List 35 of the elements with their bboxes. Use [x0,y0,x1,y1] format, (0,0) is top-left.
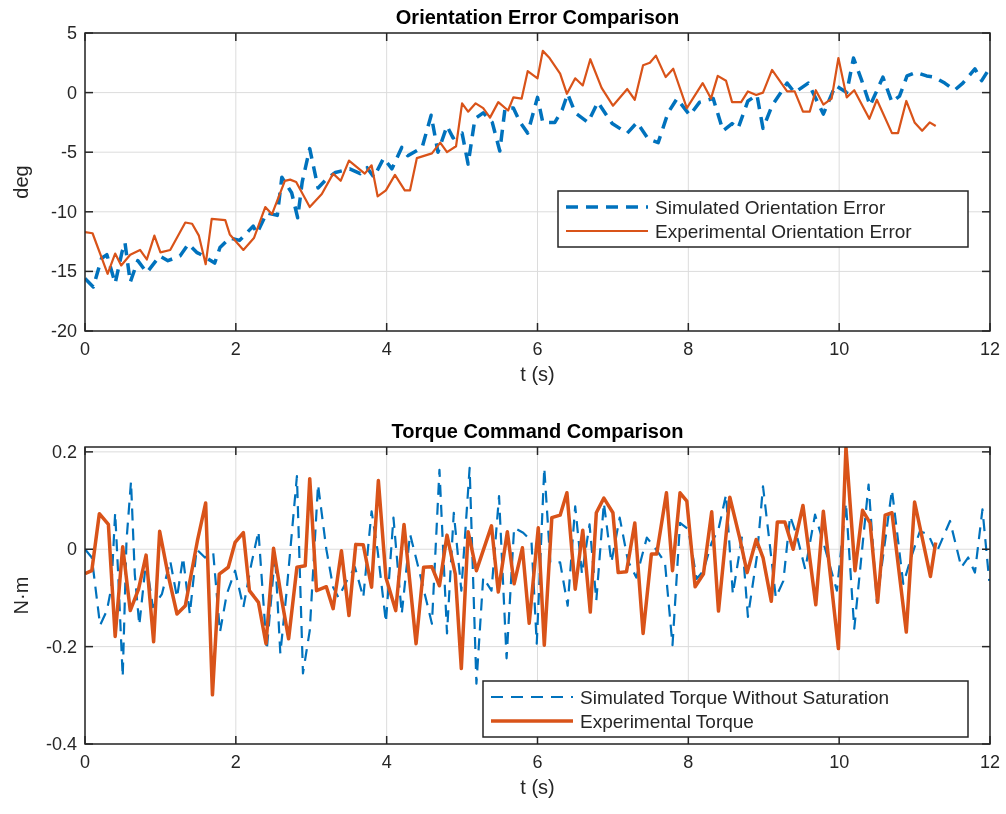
x-tick-label: 6 [532,339,543,359]
x-tick-label: 6 [532,752,543,772]
legend-label: Experimental Torque [580,711,754,732]
y-tick-label: -20 [50,321,77,341]
legend-label: Experimental Orientation Error [655,221,913,242]
y-tick-label: -15 [50,261,77,282]
x-tick-label: 8 [683,339,694,359]
y-tick-label: -0.2 [45,636,77,657]
legend-label: Simulated Torque Without Saturation [580,687,890,708]
x-tick-label: 0 [79,339,91,359]
x-axis-title: t (s) [520,363,555,385]
y-axis-title: N·m [10,576,32,615]
x-tick-label: 0 [79,752,91,772]
x-tick-label: 10 [829,339,850,359]
y-tick-label: 5 [66,23,77,43]
x-axis-title: t (s) [520,776,555,798]
legend-label: Simulated Orientation Error [655,197,886,218]
x-tick-label: 4 [381,752,392,772]
y-tick-label: 0 [66,539,77,560]
chart-title: Orientation Error Comparison [395,6,680,28]
x-tick-label: 2 [230,752,241,772]
x-tick-label: 8 [683,752,694,772]
x-tick-label: 2 [230,339,241,359]
x-tick-label: 12 [979,752,1001,772]
chart-title: Torque Command Comparison [391,420,684,442]
y-tick-label: 0.2 [51,441,77,462]
y-tick-label: -0.4 [45,734,77,754]
x-tick-label: 4 [381,339,392,359]
y-tick-label: 0 [66,82,77,103]
x-tick-label: 12 [979,339,1001,359]
y-tick-label: -10 [50,201,77,222]
y-axis-title: deg [10,165,32,199]
y-tick-label: -5 [60,142,77,163]
x-tick-label: 10 [829,752,850,772]
line-series [85,466,990,685]
